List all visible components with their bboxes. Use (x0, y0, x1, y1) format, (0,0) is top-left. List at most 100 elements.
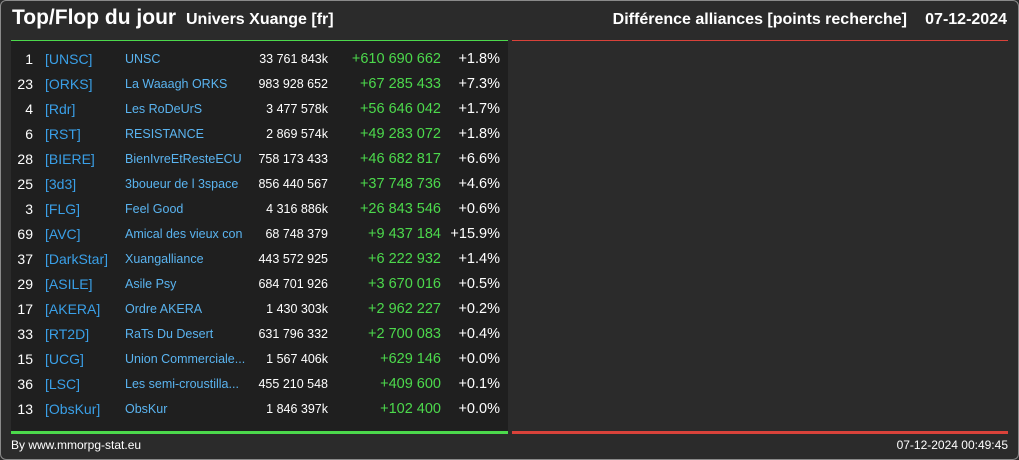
rank-cell: 3 (25, 201, 33, 217)
table-row: 23 [ORKS] La Waaagh ORKS 983 928 652 +67 285… (11, 72, 508, 97)
table-row: 33 [RT2D] RaTs Du Desert 631 796 332 +2 700 … (11, 322, 508, 347)
alliance-tag-link[interactable]: [BIERE] (45, 151, 95, 167)
alliance-name-link[interactable]: Union Commerciale... (125, 352, 246, 366)
alliance-tag-link[interactable]: [FLG] (45, 201, 81, 217)
percent-cell: +7.3% (458, 76, 500, 92)
alliance-tag-link[interactable]: [RST] (45, 126, 81, 142)
header: Top/Flop du jour Univers Xuange [fr] Dif… (0, 0, 1019, 40)
percent-cell: +1.7% (458, 101, 500, 117)
table-row: 17 [AKERA] Ordre AKERA 1 430 303k +2 962 227… (11, 297, 508, 322)
table-row: 36 [LSC] Les semi-croustilla... 455 210 548… (11, 372, 508, 397)
table-row: 13 [ObsKur] ObsKur 1 846 397k +102 400 +0.0% (11, 397, 508, 422)
percent-cell: +0.1% (458, 376, 500, 392)
alliance-tag-link[interactable]: [ASILE] (45, 276, 93, 292)
alliance-tag-link[interactable]: [Rdr] (45, 101, 76, 117)
table-row: 28 [BIERE] BienIvreEtResteECU 758 173 433 +4… (11, 147, 508, 172)
diff-cell: +56 646 042 (359, 101, 441, 117)
points-cell: 455 210 548 (258, 377, 328, 391)
ranking-type-title: Différence alliances [points recherche] (612, 11, 907, 28)
diff-cell: +6 222 932 (368, 251, 441, 267)
percent-cell: +0.4% (458, 326, 500, 342)
rank-cell: 4 (25, 101, 33, 117)
percent-cell: +1.4% (458, 251, 500, 267)
page-title: Top/Flop du jour (12, 6, 177, 29)
points-cell: 1 846 397k (266, 402, 328, 416)
points-cell: 443 572 925 (258, 252, 328, 266)
points-cell: 758 173 433 (258, 152, 328, 166)
alliance-name-link[interactable]: Les semi-croustilla... (125, 377, 239, 391)
table-row: 15 [UCG] Union Commerciale... 1 567 406k +62… (11, 347, 508, 372)
rank-cell: 69 (17, 226, 33, 242)
diff-cell: +49 283 072 (359, 126, 441, 142)
diff-cell: +37 748 736 (359, 176, 441, 192)
rank-cell: 6 (25, 126, 33, 142)
alliance-name-link[interactable]: Amical des vieux con (125, 227, 243, 241)
alliance-tag-link[interactable]: [AKERA] (45, 301, 101, 317)
alliance-name-link[interactable]: Les RoDeUrS (125, 102, 203, 116)
alliance-tag-link[interactable]: [DarkStar] (45, 251, 109, 267)
alliance-name-link[interactable]: 3boueur de l 3space (125, 177, 239, 191)
points-cell: 1 567 406k (266, 352, 328, 366)
alliance-tag-link[interactable]: [ORKS] (45, 76, 93, 92)
diff-cell: +3 670 016 (368, 276, 441, 292)
percent-cell: +0.6% (458, 201, 500, 217)
diff-cell: +9 437 184 (368, 226, 441, 242)
points-cell: 68 748 379 (265, 227, 328, 241)
rank-cell: 36 (17, 376, 33, 392)
universe-subtitle: Univers Xuange [fr] (186, 11, 334, 28)
alliance-name-link[interactable]: Feel Good (125, 202, 184, 216)
diff-cell: +67 285 433 (359, 76, 441, 92)
alliance-name-link[interactable]: RESISTANCE (125, 127, 204, 141)
table-row: 37 [DarkStar] Xuangalliance 443 572 925 +6 2… (11, 247, 508, 272)
percent-cell: +1.8% (458, 51, 500, 67)
top-gainers-panel (11, 41, 508, 433)
diff-cell: +409 600 (380, 376, 441, 392)
alliance-tag-link[interactable]: [AVC] (45, 226, 81, 242)
alliance-name-link[interactable]: UNSC (125, 52, 161, 66)
points-cell: 3 477 578k (266, 102, 328, 116)
diff-cell: +26 843 546 (359, 201, 441, 217)
percent-cell: +0.0% (458, 351, 500, 367)
percent-cell: +0.0% (458, 401, 500, 417)
header-date: 07-12-2024 (925, 11, 1007, 28)
percent-cell: +4.6% (458, 176, 500, 192)
points-cell: 631 796 332 (258, 327, 328, 341)
alliance-tag-link[interactable]: [LSC] (45, 376, 81, 392)
table-row: 4 [Rdr] Les RoDeUrS 3 477 578k +56 646 042 +1… (11, 97, 508, 122)
rank-cell: 15 (17, 351, 33, 367)
percent-cell: +15.9% (450, 226, 500, 242)
rank-cell: 29 (17, 276, 33, 292)
alliance-name-link[interactable]: Ordre AKERA (125, 302, 203, 316)
rank-cell: 28 (17, 151, 33, 167)
rank-cell: 17 (17, 301, 33, 317)
points-cell: 2 869 574k (266, 127, 328, 141)
alliance-tag-link[interactable]: [RT2D] (45, 326, 90, 342)
alliance-name-link[interactable]: ObsKur (125, 402, 168, 416)
table-row: 69 [AVC] Amical des vieux con 68 748 379 +9 … (11, 222, 508, 247)
rank-cell: 37 (17, 251, 33, 267)
alliance-name-link[interactable]: BienIvreEtResteECU (125, 152, 242, 166)
alliance-tag-link[interactable]: [UCG] (45, 351, 84, 367)
alliance-tag-link[interactable]: [ObsKur] (45, 401, 101, 417)
percent-cell: +0.2% (458, 301, 500, 317)
points-cell: 983 928 652 (258, 77, 328, 91)
points-cell: 1 430 303k (266, 302, 328, 316)
diff-cell: +102 400 (380, 401, 441, 417)
alliance-name-link[interactable]: RaTs Du Desert (125, 327, 214, 341)
table-row: 25 [3d3] 3boueur de l 3space 856 440 567 +37… (11, 172, 508, 197)
alliance-tag-link[interactable]: [3d3] (45, 176, 77, 192)
diff-cell: +46 682 817 (359, 151, 441, 167)
diff-cell: +629 146 (380, 351, 441, 367)
percent-cell: +6.6% (458, 151, 500, 167)
alliance-name-link[interactable]: Asile Psy (125, 277, 177, 291)
rank-cell: 23 (17, 76, 33, 92)
alliance-name-link[interactable]: Xuangalliance (125, 252, 204, 266)
points-cell: 33 761 843k (259, 52, 328, 66)
table-row: 6 [RST] RESISTANCE 2 869 574k +49 283 072 +1.… (11, 122, 508, 147)
points-cell: 856 440 567 (258, 177, 328, 191)
bottom-divider-red (512, 431, 1008, 434)
table-row: 3 [FLG] Feel Good 4 316 886k +26 843 546 +0.6… (11, 197, 508, 222)
footer-timestamp: 07-12-2024 00:49:45 (896, 438, 1008, 452)
alliance-name-link[interactable]: La Waaagh ORKS (125, 77, 228, 91)
alliance-tag-link[interactable]: [UNSC] (45, 51, 93, 67)
